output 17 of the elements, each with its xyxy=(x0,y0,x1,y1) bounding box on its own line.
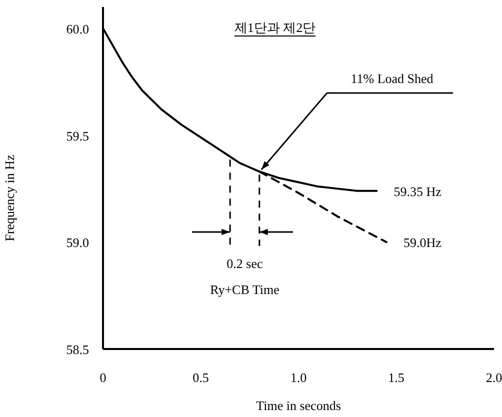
y-tick-label: 59.5 xyxy=(66,128,89,144)
y-tick-label: 59.0 xyxy=(66,235,89,250)
annotation: 59.35 Hz xyxy=(394,184,442,199)
annotation: 11% Load Shed xyxy=(350,71,434,86)
x-tick-label: 1.5 xyxy=(388,370,404,385)
annotation: 0.2 sec xyxy=(226,256,264,271)
x-axis-title: Time in seconds xyxy=(256,398,341,413)
y-axis-title: Frequency in Hz xyxy=(2,154,17,242)
annotation: 59.0Hz xyxy=(403,235,442,250)
y-tick-label: 58.5 xyxy=(66,342,89,357)
x-tick-label: 2.0 xyxy=(486,370,502,385)
text: 제1단과 제2단 xyxy=(234,20,316,35)
x-tick-label: 0.5 xyxy=(192,370,209,385)
y-tick-label: 60.0 xyxy=(66,21,89,36)
annotation: Ry+CB Time xyxy=(210,282,280,297)
x-tick-label: 1.0 xyxy=(290,370,307,385)
x-tick-label: 0 xyxy=(100,370,106,385)
